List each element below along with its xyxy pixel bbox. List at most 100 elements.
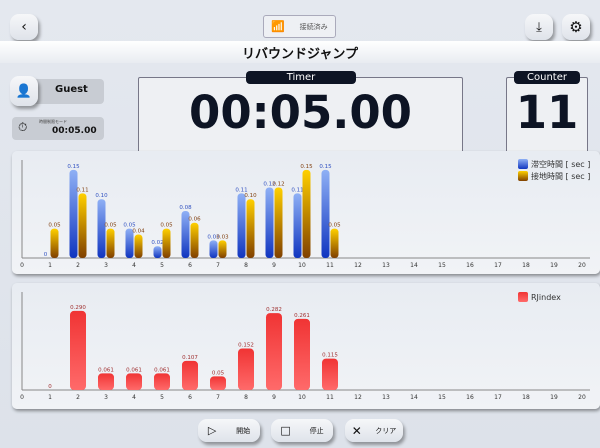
bar: [218, 240, 227, 258]
x-tick-label: 13: [382, 394, 390, 401]
legend-label: 接地時間 [ sec ]: [531, 171, 590, 181]
x-tick-label: 7: [216, 262, 220, 269]
data-label: 0.107: [182, 355, 198, 361]
data-label: 0: [44, 252, 48, 258]
data-label: 0.08: [179, 205, 192, 211]
data-label: 0.11: [291, 187, 303, 193]
x-tick-label: 18: [522, 262, 530, 269]
bar: [274, 187, 283, 258]
data-label: 0.15: [319, 164, 332, 170]
x-tick-label: 0: [20, 262, 24, 269]
x-tick-label: 4: [132, 262, 136, 269]
stop-button[interactable]: □ 停止: [271, 419, 333, 442]
user-button[interactable]: 👤: [10, 76, 38, 106]
bar: [70, 310, 86, 390]
x-tick-label: 14: [410, 394, 418, 401]
legend-swatch: [518, 159, 528, 169]
download-icon: ⤓: [536, 19, 542, 35]
x-tick-label: 15: [438, 394, 446, 401]
legend-swatch: [518, 171, 528, 181]
x-tick-label: 12: [354, 394, 362, 401]
connection-status: 📶 接続済み: [263, 15, 336, 38]
data-label: 0.061: [154, 367, 170, 373]
download-button[interactable]: ⤓: [525, 14, 553, 40]
data-label: 0.10: [95, 193, 108, 199]
counter-panel: Counter 11: [506, 71, 588, 162]
bar: [126, 373, 142, 390]
page-title: リバウンドジャンプ: [0, 41, 600, 63]
x-tick-label: 7: [216, 394, 220, 401]
user-icon: 👤: [15, 83, 33, 99]
data-label: 0.152: [238, 343, 254, 349]
back-button[interactable]: ‹: [10, 14, 38, 40]
settings-button[interactable]: ⚙: [562, 14, 590, 40]
bar: [182, 360, 198, 390]
x-tick-label: 0: [20, 394, 24, 401]
mode-panel[interactable]: ⏱ 時間制限モード 00:05.00: [12, 117, 104, 140]
x-tick-label: 9: [272, 262, 276, 269]
x-tick-label: 13: [382, 262, 390, 269]
data-label: 0.15: [67, 164, 80, 170]
start-button[interactable]: ▷ 開始: [198, 419, 260, 442]
bar: [321, 169, 330, 258]
bar: [134, 234, 143, 258]
x-tick-label: 16: [466, 394, 474, 401]
data-label: 0.290: [70, 305, 86, 311]
gear-icon: ⚙: [569, 18, 583, 36]
x-tick-label: 15: [438, 262, 446, 269]
x-tick-label: 2: [76, 262, 80, 269]
x-tick-label: 18: [522, 394, 530, 401]
x-tick-label: 5: [160, 394, 164, 401]
timer-value: 00:05.00: [189, 86, 412, 139]
data-label: 0.061: [126, 367, 142, 373]
x-tick-label: 11: [326, 262, 334, 269]
bar: [265, 187, 274, 258]
data-label: 0.03: [207, 234, 220, 240]
data-label: 0.15: [300, 164, 313, 170]
data-label: 0.11: [235, 187, 247, 193]
close-icon: ✕: [351, 423, 362, 438]
x-tick-label: 12: [354, 262, 362, 269]
counter-value: 11: [515, 86, 579, 139]
wifi-icon: 📶: [271, 20, 286, 33]
bar: [125, 228, 134, 258]
clear-button[interactable]: ✕ クリア: [345, 419, 403, 442]
data-label: 0.11: [76, 187, 88, 193]
data-label: 0.05: [104, 223, 117, 229]
x-tick-label: 20: [578, 394, 586, 401]
data-label: 0.10: [244, 193, 257, 199]
data-label: 0: [48, 384, 52, 390]
x-tick-label: 11: [326, 394, 334, 401]
data-label: 0.05: [48, 223, 61, 229]
x-tick-label: 10: [298, 262, 306, 269]
stopwatch-icon: ⏱: [18, 120, 28, 134]
data-label: 0.05: [123, 223, 136, 229]
data-label: 0.02: [151, 240, 163, 246]
bar: [330, 228, 339, 258]
legend-label: RJindex: [531, 293, 561, 302]
x-tick-label: 14: [410, 262, 418, 269]
x-tick-label: 8: [244, 394, 248, 401]
bar: [302, 169, 311, 258]
bar: [294, 318, 310, 390]
x-tick-label: 19: [550, 394, 558, 401]
bar: [190, 222, 199, 258]
legend-label: 滞空時間 [ sec ]: [531, 159, 590, 169]
x-tick-label: 8: [244, 262, 248, 269]
x-tick-label: 9: [272, 394, 276, 401]
x-tick-label: 1: [48, 394, 52, 401]
x-tick-label: 3: [104, 394, 108, 401]
bar: [209, 240, 218, 258]
x-tick-label: 4: [132, 394, 136, 401]
x-tick-label: 6: [188, 394, 192, 401]
bar: [50, 228, 59, 258]
bar: [266, 313, 282, 390]
x-tick-label: 10: [298, 394, 306, 401]
bar: [154, 373, 170, 390]
data-label: 0.12: [272, 181, 284, 187]
data-label: 0.03: [216, 234, 229, 240]
x-tick-label: 6: [188, 262, 192, 269]
bar: [106, 228, 115, 258]
x-tick-label: 19: [550, 262, 558, 269]
